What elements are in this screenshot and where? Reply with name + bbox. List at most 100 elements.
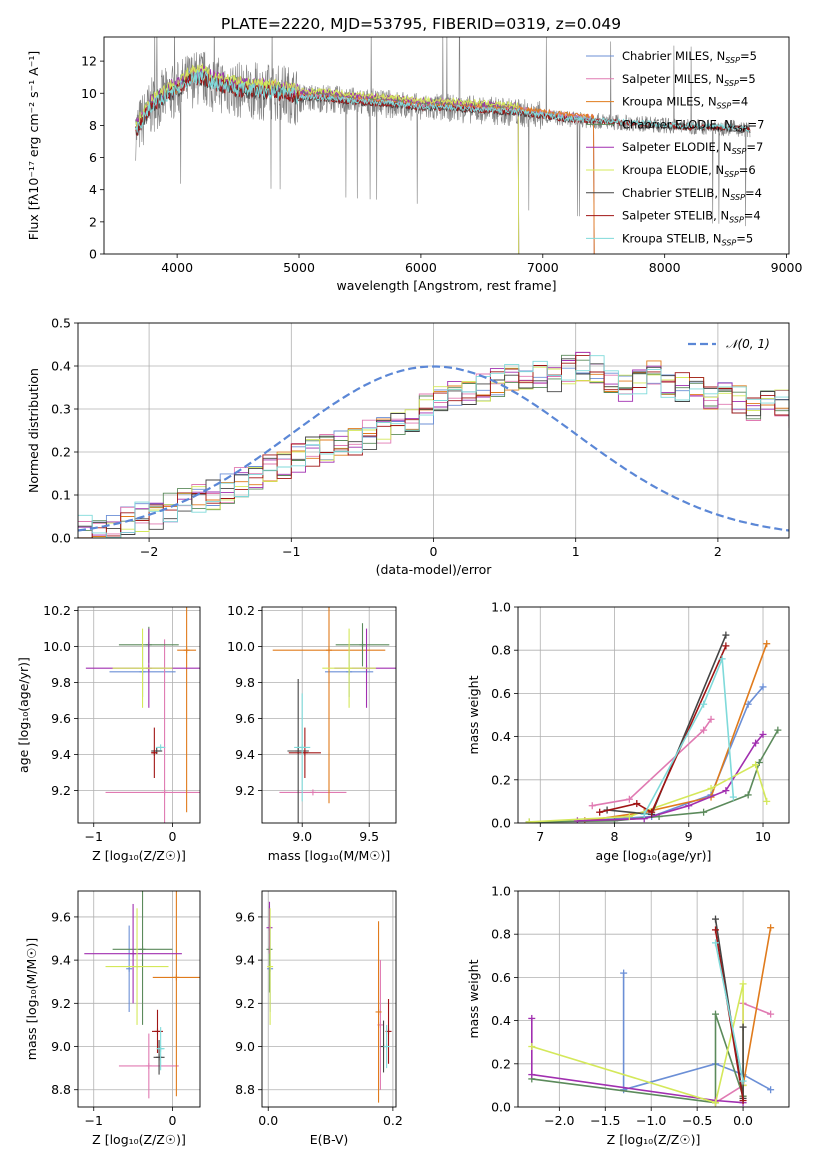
- spectrum-xtick-label: 9000: [771, 260, 803, 275]
- age-vs-mass-ytick-label: 9.2: [235, 783, 255, 798]
- residual-xtick-label: −1: [282, 544, 300, 559]
- mass-vs-ebv-ytick-label: 9.2: [235, 996, 255, 1011]
- mass-vs-z-frame: [77, 890, 201, 1108]
- mass-vs-ebv-ytick-label: 8.8: [235, 1082, 255, 1097]
- weight-vs-z-xtick-label: −1.0: [636, 1113, 666, 1128]
- weight-vs-z-ytick-label: 0.6: [491, 970, 511, 985]
- weight-vs-z-xtick-label: −0.5: [682, 1113, 712, 1128]
- spectrum-model-kroupa-stelib: [135, 69, 751, 133]
- residual-ytick-label: 0.1: [51, 488, 71, 503]
- age-vs-mass-point-kroupa-elodie: [322, 628, 376, 708]
- legend-label-text: Chabrier MILES, N: [622, 49, 725, 63]
- age-vs-z-xtick-label: 0: [168, 829, 176, 844]
- legend-label-count: =4: [744, 209, 761, 223]
- age-vs-z-point-salpeter-stelib: [151, 727, 158, 778]
- age-vs-z-ylabel: age [log₁₀(age/yr)]: [16, 657, 31, 773]
- age-vs-z-ytick-label: 9.8: [51, 675, 71, 690]
- mass-vs-z-point-kroupa-elodie: [105, 908, 169, 1025]
- weight-vs-age-series-kroupa-elodie: [525, 761, 771, 823]
- legend-label-subscript: SSP: [717, 102, 732, 111]
- residual-xlabel: (data-model)/error: [376, 562, 493, 577]
- legend-label: Chabrier STELIB, NSSP=4: [622, 186, 762, 202]
- age-vs-z-point-kroupa-miles: [177, 607, 197, 813]
- spectrum-ytick-label: 8: [89, 118, 97, 133]
- legend-label-count: =4: [731, 95, 748, 109]
- legend-label-text: Kroupa ELODIE, N: [622, 163, 724, 177]
- mass-vs-z-point-kroupa-stelib: [156, 1027, 165, 1071]
- age-vs-z-frame: [77, 606, 201, 824]
- mass-vs-z-ytick-label: 8.8: [51, 1082, 71, 1097]
- mass-vs-z-point-salpeter-miles: [118, 1033, 179, 1099]
- weight-vs-z-ytick-label: 0.8: [491, 927, 511, 942]
- age-vs-mass-ytick-label: 9.8: [235, 675, 255, 690]
- age-vs-mass-point-kroupa-stelib: [294, 693, 311, 802]
- spectrum-xtick-label: 5000: [283, 260, 315, 275]
- mass-vs-z-axes: −1 0 8.8 9.0 9.2 9.4 9.6 Z [log₁₀(Z/Z☉)] mass [l…: [24, 891, 200, 1147]
- spectrum-xtick-label: 6000: [405, 260, 437, 275]
- legend-label-text: Chabrier STELIB, N: [622, 186, 730, 200]
- mass-vs-z-point-salpeter-elodie: [84, 903, 182, 1004]
- mass-vs-ebv-ytick-label: 9.6: [235, 909, 255, 924]
- legend-label-subscript: SSP: [733, 124, 748, 133]
- age-vs-z-ytick-label: 9.2: [51, 783, 71, 798]
- spectrum-ytick-label: 2: [89, 214, 97, 229]
- mass-vs-ebv-ytick-label: 9.0: [235, 1039, 255, 1054]
- legend-label-text: Salpeter STELIB, N: [622, 209, 729, 223]
- mass-vs-z-xtick-label: −1: [85, 1113, 103, 1128]
- spectrum-model-kroupa-elodie: [135, 63, 520, 254]
- weight-vs-age-series-salpeter-elodie: [573, 730, 767, 823]
- age-vs-z-xtick-label: −1: [85, 829, 103, 844]
- mass-vs-z-ytick-label: 9.2: [51, 996, 71, 1011]
- weight-vs-z-xtick-label: −1.5: [590, 1113, 620, 1128]
- age-vs-z-xlabel: Z [log₁₀(Z/Z☉)]: [92, 848, 186, 863]
- legend-label: Chabrier MILES, NSSP=5: [622, 49, 757, 65]
- legend-label-subscript: SSP: [725, 56, 740, 65]
- mass-vs-ebv-frame: [261, 890, 397, 1108]
- spectrum-ytick-label: 10: [81, 86, 97, 101]
- age-vs-z-ytick-label: 9.6: [51, 711, 71, 726]
- weight-vs-age-series-line: [584, 643, 768, 822]
- spectrum-ytick-label: 4: [89, 182, 97, 197]
- legend-label: Salpeter STELIB, NSSP=4: [622, 209, 761, 225]
- weight-vs-age-series-chabrier-elodie: [525, 726, 782, 823]
- weight-vs-age-xtick-label: 7: [536, 829, 544, 844]
- weight-vs-age-series-salpeter-stelib: [596, 642, 730, 816]
- legend-label-subscript: SSP: [722, 238, 737, 247]
- weight-vs-z-ylabel: mass weight: [466, 959, 481, 1038]
- residual-ylabel: Normed distribution: [26, 368, 41, 493]
- weight-vs-age-xlabel: age [log₁₀(age/yr)]: [596, 848, 712, 863]
- age-vs-z-ytick-label: 10.2: [43, 603, 71, 618]
- residual-ytick-label: 0.3: [51, 402, 71, 417]
- weight-vs-age-ytick-label: 0.2: [491, 772, 511, 787]
- weight-vs-z-xtick-label: 0.0: [733, 1113, 753, 1128]
- weight-vs-z-xtick-label: −2.0: [544, 1113, 574, 1128]
- age-vs-mass-point-chabrier-elodie: [335, 623, 390, 667]
- mass-vs-z-ytick-label: 9.0: [51, 1039, 71, 1054]
- spectrum-xtick-label: 4000: [161, 260, 193, 275]
- spectrum-title: PLATE=2220, MJD=53795, FIBERID=0319, z=0…: [221, 15, 621, 33]
- mass-vs-z-ytick-label: 9.6: [51, 909, 71, 924]
- weight-vs-age-series-salpeter-miles: [588, 715, 715, 810]
- age-vs-mass-point-salpeter-stelib: [288, 727, 321, 778]
- weight-vs-z-series-line: [531, 1013, 744, 1104]
- residual-legend-label: 𝒩(0, 1): [726, 337, 770, 351]
- mass-vs-z-xlabel: Z [log₁₀(Z/Z☉)]: [92, 1132, 186, 1147]
- spectrum-ylabel: Flux [fλ10⁻¹⁷ erg cm⁻² s⁻¹ A⁻¹]: [26, 51, 41, 240]
- age-vs-z-point-kroupa-stelib: [155, 744, 166, 751]
- spectrum-xlabel: wavelength [Angstrom, rest frame]: [336, 278, 556, 293]
- weight-vs-age-series-line: [599, 645, 727, 814]
- weight-vs-age-frame: [517, 606, 790, 824]
- mass-vs-z-ylabel: mass [log₁₀(M/M☉)]: [24, 938, 39, 1060]
- residual-normal-curve: [78, 365, 789, 532]
- legend-label: Kroupa ELODIE, NSSP=6: [622, 163, 756, 179]
- residual-xtick-label: 2: [714, 544, 722, 559]
- residual-histogram-kroupa-stelib: [78, 355, 789, 538]
- legend-label: Kroupa STELIB, NSSP=5: [622, 231, 753, 247]
- weight-vs-age-ytick-label: 0.8: [491, 643, 511, 658]
- legend-label-subscript: SSP: [732, 147, 747, 156]
- residual-xtick-label: −2: [140, 544, 158, 559]
- mass-vs-ebv-point-salpeter-elodie: [266, 901, 273, 954]
- age-vs-mass-point-salpeter-miles: [279, 789, 347, 796]
